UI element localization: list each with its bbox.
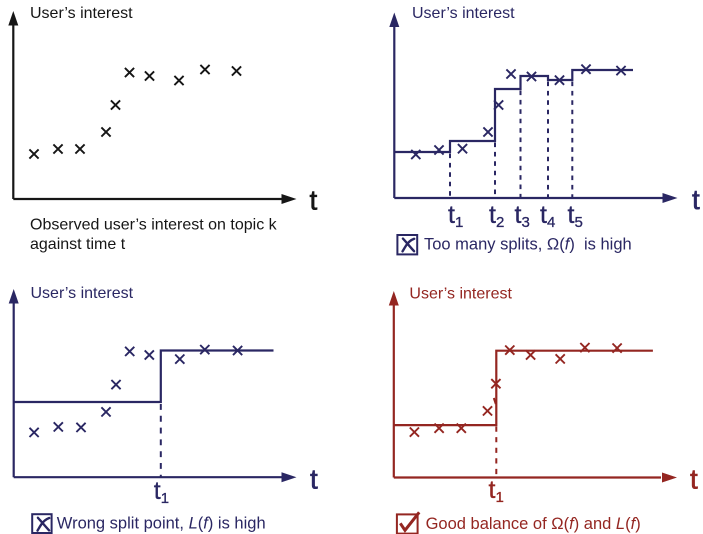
svg-text:t: t <box>690 463 698 494</box>
svg-text:t: t <box>310 184 318 215</box>
svg-text:Wrong split point, L(f) is hig: Wrong split point, L(f) is high <box>57 515 266 533</box>
svg-text:t: t <box>310 464 318 495</box>
svg-text:User’s interest: User’s interest <box>31 285 134 302</box>
svg-text:t: t <box>692 184 700 215</box>
svg-text:User’s interest: User’s interest <box>30 5 133 22</box>
svg-text:against time t: against time t <box>30 236 126 253</box>
svg-text:Good balance of Ω(f) and L(f): Good balance of Ω(f) and L(f) <box>426 515 641 533</box>
svg-text:Too many splits, Ω(f) is high: Too many splits, Ω(f) is high <box>424 236 632 254</box>
svg-text:User’s interest: User’s interest <box>412 5 515 22</box>
svg-text:Observed user’s interest on to: Observed user’s interest on topic k <box>30 217 278 234</box>
svg-text:User’s interest: User’s interest <box>409 286 512 303</box>
